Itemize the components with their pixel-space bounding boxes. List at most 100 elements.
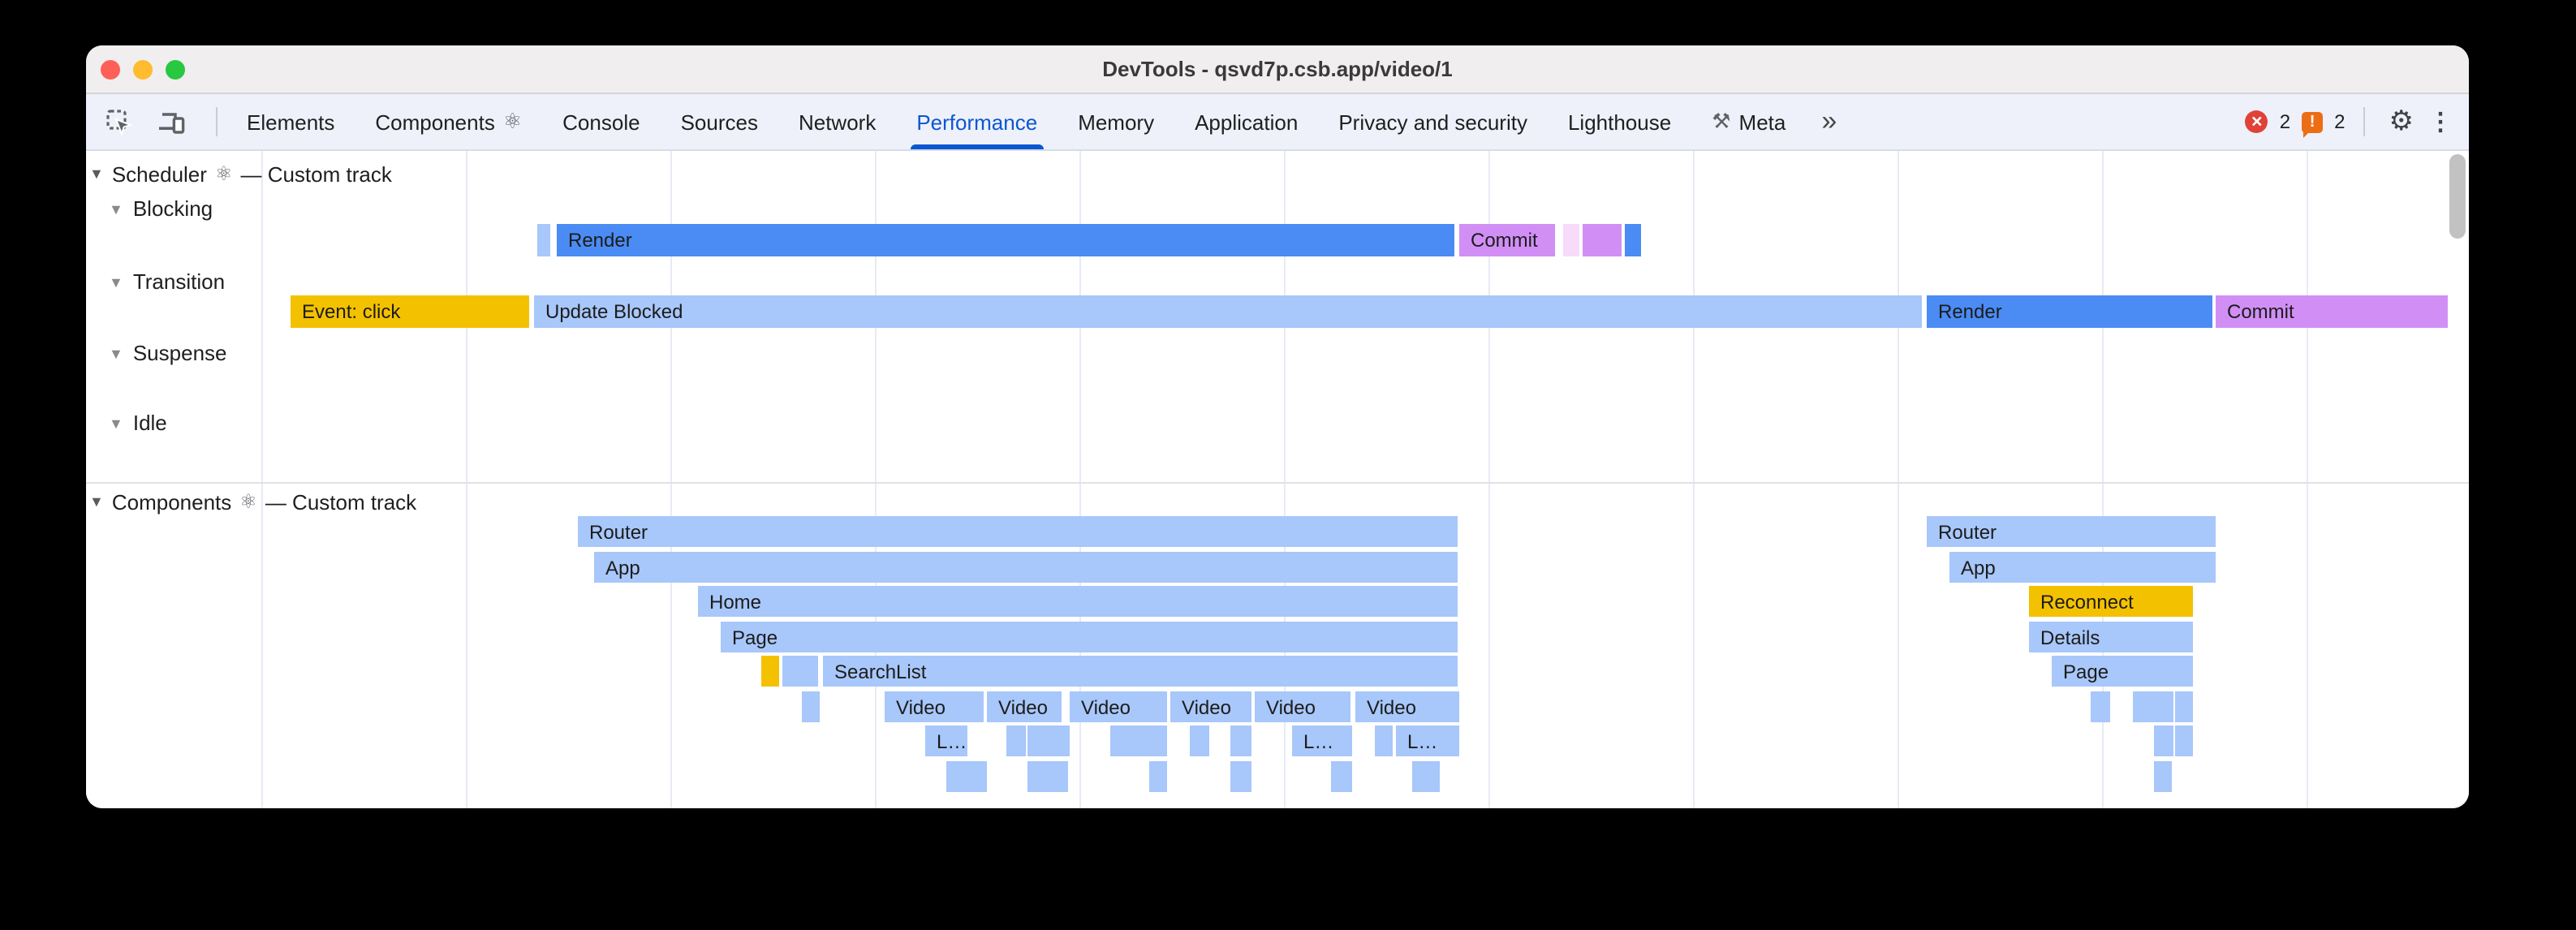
timeline-bar[interactable]	[2175, 691, 2193, 722]
tab-components[interactable]: Components ⚛	[375, 94, 522, 149]
timeline-bar[interactable]	[1110, 725, 1128, 756]
timeline-bar[interactable]	[1190, 725, 1209, 756]
timeline-bar[interactable]	[1230, 725, 1251, 756]
tab-console[interactable]: Console	[562, 94, 640, 149]
timeline-bar[interactable]	[1149, 761, 1167, 792]
collapse-triangle-icon[interactable]: ▼	[89, 493, 104, 510]
tab-sources[interactable]: Sources	[681, 94, 758, 149]
vertical-scrollbar-thumb[interactable]	[2449, 154, 2466, 239]
timeline-bar[interactable]	[1583, 224, 1622, 256]
timeline-bar[interactable]	[1006, 725, 1026, 756]
tab-privacy-and-security[interactable]: Privacy and security	[1338, 94, 1527, 149]
timeline-bar-video[interactable]: Video	[1355, 691, 1459, 722]
tab-label: Performance	[916, 110, 1038, 134]
timeline-bar-router[interactable]: Router	[578, 516, 1458, 547]
collapse-triangle-icon[interactable]: ▼	[109, 273, 123, 290]
timeline-bar[interactable]	[946, 761, 987, 792]
tab-elements[interactable]: Elements	[247, 94, 334, 149]
timeline-bar[interactable]	[537, 224, 550, 256]
collapse-triangle-icon[interactable]: ▼	[109, 345, 123, 361]
collapse-triangle-icon[interactable]: ▼	[109, 415, 123, 431]
menu-kebab-icon[interactable]: ⋮	[2428, 109, 2453, 136]
timeline-bar[interactable]	[782, 656, 818, 687]
collapse-triangle-icon[interactable]: ▼	[109, 200, 123, 217]
timeline-bar[interactable]	[2154, 761, 2172, 792]
timeline-bar-update-blocked[interactable]: Update Blocked	[534, 295, 1922, 328]
minimize-button[interactable]	[133, 59, 153, 79]
tab-network[interactable]: Network	[799, 94, 876, 149]
timeline-bar-home[interactable]: Home	[698, 586, 1458, 617]
window-title: DevTools - qsvd7p.csb.app/video/1	[1102, 57, 1453, 81]
timeline-bar[interactable]	[1563, 224, 1579, 256]
timeline-bar-video[interactable]: Video	[885, 691, 984, 722]
timeline-bar[interactable]	[802, 691, 820, 722]
timeline-bar-page[interactable]: Page	[2052, 656, 2193, 687]
subtrack-label-idle[interactable]: ▼ Idle	[109, 411, 167, 435]
timeline-bar-event-click[interactable]: Event: click	[291, 295, 529, 328]
tab-label: Meta	[1738, 110, 1786, 134]
timeline-bar[interactable]	[1625, 224, 1641, 256]
more-tabs-icon[interactable]: »	[1821, 105, 1837, 136]
timeline-bar-searchlist[interactable]: SearchList	[823, 656, 1458, 687]
track-title: Scheduler	[111, 161, 207, 186]
timeline-bar-l-[interactable]: L…	[1396, 725, 1459, 756]
settings-gear-icon[interactable]: ⚙	[2389, 105, 2414, 136]
timeline-bar[interactable]	[2154, 725, 2173, 756]
tools-icon: ⚒	[1712, 109, 1731, 133]
subtrack-label-transition[interactable]: ▼ Transition	[109, 269, 225, 294]
timeline-bar-render[interactable]: Render	[557, 224, 1454, 256]
timeline-bar-commit[interactable]: Commit	[2216, 295, 2448, 328]
timeline-bar[interactable]	[2091, 691, 2110, 722]
timeline-bar[interactable]	[1027, 725, 1070, 756]
track-subtitle: — Custom track	[265, 489, 417, 514]
window-controls	[101, 45, 185, 93]
timeline-content[interactable]: ▼ Scheduler ⚛ — Custom track ▼ Blocking ▼ T…	[86, 151, 2469, 808]
timeline-bar[interactable]	[1027, 761, 1068, 792]
tab-performance[interactable]: Performance	[910, 94, 1045, 149]
timeline-bar-app[interactable]: App	[594, 552, 1458, 583]
timeline-bar-router[interactable]: Router	[1927, 516, 2216, 547]
zoom-button[interactable]	[166, 59, 185, 79]
timeline-bar[interactable]	[1128, 725, 1167, 756]
timeline-bar-commit[interactable]: Commit	[1459, 224, 1555, 256]
tab-meta[interactable]: ⚒ Meta	[1712, 94, 1786, 149]
timeline-bar[interactable]	[2133, 691, 2173, 722]
timeline-bar[interactable]	[761, 656, 779, 687]
warning-badge-icon[interactable]: !	[2302, 111, 2324, 137]
timeline-bar-l-[interactable]: L…	[925, 725, 967, 756]
timeline-bar-render[interactable]: Render	[1927, 295, 2212, 328]
close-button[interactable]	[101, 59, 120, 79]
timeline-bar-l-[interactable]: L…	[1292, 725, 1352, 756]
collapse-triangle-icon[interactable]: ▼	[89, 166, 104, 182]
timeline-bar-details[interactable]: Details	[2029, 622, 2193, 652]
timeline-bar-page[interactable]: Page	[721, 622, 1458, 652]
toolbar-right: ✕ 2 ! 2 ⚙ ⋮	[2245, 105, 2453, 138]
tab-lighthouse[interactable]: Lighthouse	[1568, 94, 1671, 149]
timeline-bar-video[interactable]: Video	[1255, 691, 1350, 722]
timeline-bar[interactable]	[1375, 725, 1393, 756]
subtrack-label-suspense[interactable]: ▼ Suspense	[109, 341, 227, 365]
timeline-bar-reconnect[interactable]: Reconnect	[2029, 586, 2193, 617]
timeline-bar[interactable]	[1230, 761, 1251, 792]
timeline-bar-video[interactable]: Video	[987, 691, 1062, 722]
warning-count[interactable]: 2	[2334, 110, 2346, 133]
toolbar-separator	[216, 107, 218, 136]
scheduler-track-header[interactable]: ▼ Scheduler ⚛ — Custom track	[89, 161, 392, 187]
timeline-bar-app[interactable]: App	[1949, 552, 2216, 583]
components-track-header[interactable]: ▼ Components ⚛ — Custom track	[89, 489, 416, 515]
subtrack-name: Transition	[132, 269, 226, 294]
device-toolbar-icon[interactable]	[156, 105, 188, 138]
subtrack-label-blocking[interactable]: ▼ Blocking	[109, 196, 213, 221]
timeline-bar-video[interactable]: Video	[1070, 691, 1167, 722]
devtools-window: DevTools - qsvd7p.csb.app/video/1	[86, 45, 2469, 808]
tab-application[interactable]: Application	[1195, 94, 1298, 149]
subtrack-name: Suspense	[132, 341, 227, 365]
timeline-bar[interactable]	[1331, 761, 1352, 792]
timeline-bar-video[interactable]: Video	[1170, 691, 1251, 722]
error-badge-icon[interactable]: ✕	[2245, 110, 2268, 133]
timeline-bar[interactable]	[2175, 725, 2193, 756]
tab-memory[interactable]: Memory	[1078, 94, 1154, 149]
inspect-element-icon[interactable]	[102, 105, 135, 138]
error-count[interactable]: 2	[2279, 110, 2291, 133]
timeline-bar[interactable]	[1412, 761, 1440, 792]
